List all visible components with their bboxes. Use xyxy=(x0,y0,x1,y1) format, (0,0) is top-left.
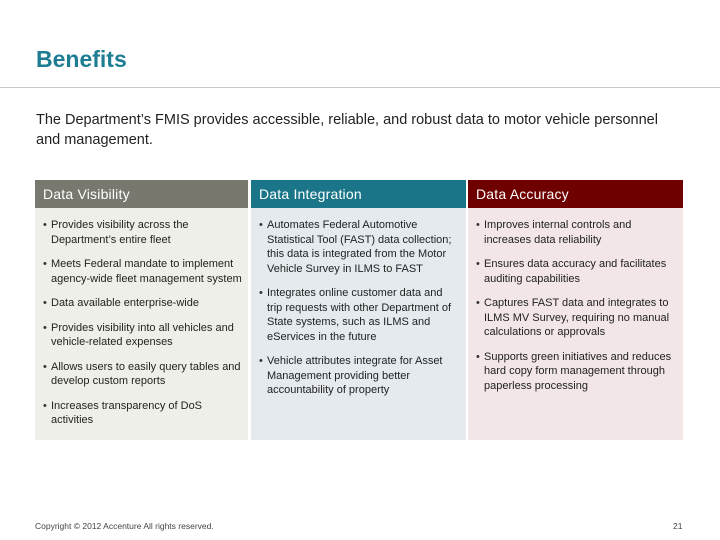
page-number: 21 xyxy=(673,521,683,531)
bullet-list: Provides visibility across the Departmen… xyxy=(35,208,248,428)
bullet-item: Improves internal controls and increases… xyxy=(476,218,677,247)
column-heading: Data Integration xyxy=(251,180,466,208)
bullet-item: Data available enterprise-wide xyxy=(43,296,242,311)
bullet-item: Increases transparency of DoS activities xyxy=(43,399,242,428)
bullet-item: Ensures data accuracy and facilitates au… xyxy=(476,257,677,286)
column-heading: Data Accuracy xyxy=(468,180,683,208)
column-heading: Data Visibility xyxy=(35,180,248,208)
slide-title: Benefits xyxy=(36,46,127,72)
bullet-list: Improves internal controls and increases… xyxy=(468,208,683,393)
bullet-item: Provides visibility across the Departmen… xyxy=(43,218,242,247)
bullet-item: Allows users to easily query tables and … xyxy=(43,360,242,389)
bullet-item: Provides visibility into all vehicles an… xyxy=(43,321,242,350)
column-data-visibility: Data Visibility Provides visibility acro… xyxy=(35,180,248,440)
bullet-item: Captures FAST data and integrates to ILM… xyxy=(476,296,677,340)
bullet-item: Supports green initiatives and reduces h… xyxy=(476,350,677,394)
intro-text: The Department’s FMIS provides accessibl… xyxy=(36,112,658,148)
bullet-item: Meets Federal mandate to implement agenc… xyxy=(43,257,242,286)
bullet-item: Automates Federal Automotive Statistical… xyxy=(259,218,460,276)
bullet-item: Integrates online customer data and trip… xyxy=(259,286,460,344)
bullet-item: Vehicle attributes integrate for Asset M… xyxy=(259,354,460,398)
column-data-integration: Data Integration Automates Federal Autom… xyxy=(251,180,466,440)
title-divider xyxy=(0,87,720,88)
bullet-list: Automates Federal Automotive Statistical… xyxy=(251,208,466,398)
column-data-accuracy: Data Accuracy Improves internal controls… xyxy=(468,180,683,440)
copyright-footer: Copyright © 2012 Accenture All rights re… xyxy=(35,521,214,531)
